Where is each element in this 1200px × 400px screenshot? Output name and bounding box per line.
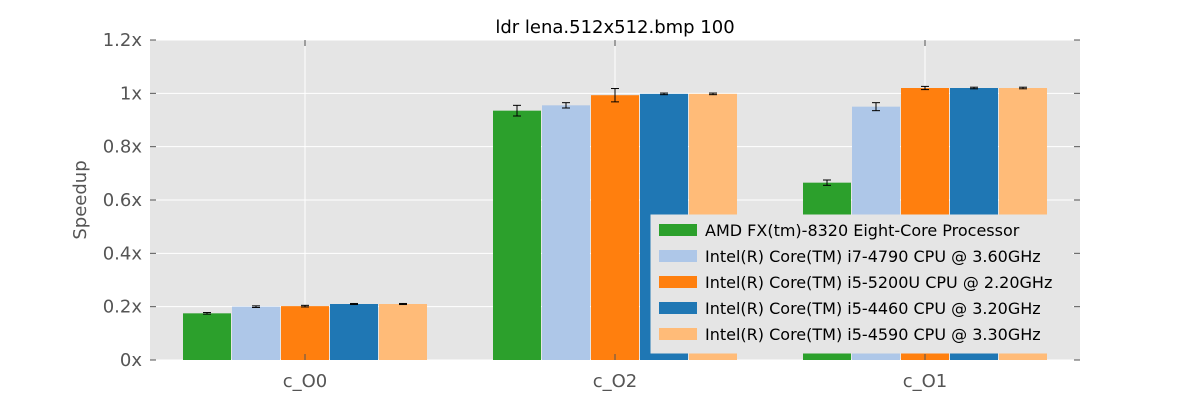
y-tick-label: 0x (120, 350, 142, 371)
legend-swatch (659, 302, 697, 314)
legend-label: AMD FX(tm)-8320 Eight-Core Processor (705, 221, 1020, 240)
y-tick-label: 0.2x (103, 297, 143, 318)
y-tick-label: 1.2x (103, 30, 143, 51)
bar (330, 304, 378, 360)
chart-title: ldr lena.512x512.bmp 100 (495, 17, 734, 38)
legend-label: Intel(R) Core(TM) i5-5200U CPU @ 2.20GHz (705, 273, 1052, 292)
legend-label: Intel(R) Core(TM) i7-4790 CPU @ 3.60GHz (705, 247, 1041, 266)
x-tick-label: c_O0 (283, 371, 328, 392)
legend-label: Intel(R) Core(TM) i5-4460 CPU @ 3.20GHz (705, 299, 1041, 318)
legend-swatch (659, 328, 697, 340)
bar (232, 306, 280, 360)
y-tick-label: 1x (120, 83, 142, 104)
bar (493, 110, 541, 361)
legend-swatch (659, 250, 697, 262)
bar (183, 313, 231, 360)
legend-label: Intel(R) Core(TM) i5-4590 CPU @ 3.30GHz (705, 325, 1041, 344)
y-tick-label: 0.8x (103, 137, 143, 158)
y-tick-label: 0.6x (103, 190, 143, 211)
bar (591, 95, 639, 360)
bar (542, 105, 590, 360)
bar (281, 306, 329, 360)
y-tick-label: 0.4x (103, 243, 143, 264)
y-axis-label: Speedup (70, 160, 91, 239)
axis-ticks: 0x 0.2x 0.4x 0.6x 0.8x 1x 1.2x c_O0 c_O2 c_O1 (103, 30, 1080, 392)
bar (379, 304, 427, 360)
legend: AMD FX(tm)-8320 Eight-Core Processor Inte… (650, 214, 1073, 354)
legend-swatch (659, 276, 697, 288)
x-tick-label: c_O1 (903, 371, 948, 392)
x-tick-label: c_O2 (593, 371, 638, 392)
legend-box (650, 214, 1073, 354)
legend-swatch (659, 224, 697, 236)
